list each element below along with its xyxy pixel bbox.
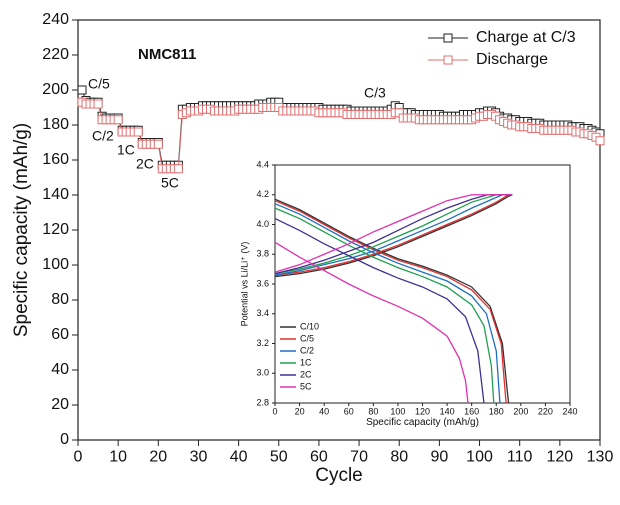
x-tick-label: 100 (390, 407, 405, 417)
data-marker (173, 164, 183, 174)
annotation: 1C (117, 142, 135, 158)
x-tick-label: 20 (295, 407, 305, 417)
x-tick-label: 120 (415, 407, 430, 417)
inset-chart: 0 20 40 60 80 100 120 140 160 180 200 220 240 2.8 3.0 3… (239, 159, 577, 428)
y-tick-label: 4.0 (256, 219, 269, 229)
x-tick-label: 140 (440, 407, 455, 417)
annotation: C/2 (92, 128, 114, 144)
x-tick-label: 30 (190, 448, 208, 465)
x-tick-label: 110 (507, 448, 533, 465)
curve-discharge (274, 203, 501, 404)
x-tick-label: 80 (368, 407, 378, 417)
x-tick-label: 180 (489, 407, 504, 417)
x-tick-label: 0 (74, 448, 83, 465)
x-tick-label: 80 (390, 448, 408, 465)
x-tick-label: 120 (546, 448, 573, 465)
y-tick-label: 160 (42, 151, 69, 168)
x-axis-label: Cycle (315, 465, 363, 486)
annotation: 5C (161, 175, 179, 191)
legend-label: C/5 (300, 333, 314, 343)
x-tick-label: 60 (344, 407, 354, 417)
data-marker (153, 139, 163, 149)
curve-discharge (274, 200, 507, 404)
annotation: NMC811 (138, 46, 196, 63)
annotation: 2C (136, 156, 154, 172)
annotation: C/5 (88, 76, 110, 92)
legend-label: 1C (300, 357, 312, 367)
y-tick-label: 240 (42, 11, 69, 28)
y-tick-label: 60 (51, 326, 69, 343)
curve-charge (274, 194, 513, 273)
curve-charge (274, 194, 513, 275)
y-tick-label: 3.4 (256, 308, 269, 318)
y-tick-label: 3.8 (256, 249, 269, 259)
x-tick-label: 40 (319, 407, 329, 417)
y-tick-label: 180 (42, 116, 69, 133)
data-marker (77, 85, 87, 95)
curve-charge (274, 194, 513, 275)
x-tick-label: 240 (562, 407, 577, 417)
x-axis-label: Specific capacity (mAh/g) (366, 417, 479, 428)
y-tick-label: 3.6 (256, 278, 269, 288)
x-tick-label: 220 (538, 407, 553, 417)
y-tick-label: 80 (51, 291, 69, 308)
x-tick-label: 100 (466, 448, 493, 465)
legend-label: C/10 (300, 321, 319, 331)
data-marker (133, 127, 143, 137)
legend-marker (443, 55, 453, 65)
data-marker (93, 99, 103, 109)
x-tick-label: 10 (109, 448, 127, 465)
y-tick-label: 2.8 (256, 397, 269, 407)
x-tick-label: 200 (513, 407, 528, 417)
y-tick-label: 3.2 (256, 338, 269, 348)
curve-charge (274, 194, 513, 278)
x-tick-label: 50 (270, 448, 288, 465)
y-axis-label: Potential vs Li/Li⁺ (V) (239, 242, 249, 327)
legend-label: Discharge (476, 51, 548, 68)
y-tick-label: 220 (42, 46, 69, 63)
annotation: C/3 (364, 85, 386, 101)
x-tick-label: 40 (230, 448, 248, 465)
curve-discharge (274, 207, 495, 404)
curve-discharge (274, 198, 510, 404)
y-tick-label: 120 (42, 221, 69, 238)
x-tick-label: 70 (350, 448, 368, 465)
x-tick-label: 0 (272, 407, 277, 417)
legend-label: 2C (300, 369, 312, 379)
x-tick-label: 90 (430, 448, 448, 465)
legend-label: 5C (300, 381, 312, 391)
y-tick-label: 100 (42, 256, 69, 273)
x-tick-label: 130 (587, 448, 614, 465)
legend-label: C/2 (300, 345, 314, 355)
y-tick-label: 140 (42, 186, 69, 203)
data-marker (113, 115, 123, 125)
curve-discharge (274, 217, 485, 404)
x-tick-label: 20 (149, 448, 167, 465)
y-tick-label: 40 (51, 361, 69, 378)
y-tick-label: 20 (51, 396, 69, 413)
data-marker (595, 136, 605, 146)
curve-discharge (274, 241, 469, 404)
y-tick-label: 3.0 (256, 368, 269, 378)
x-tick-label: 60 (310, 448, 328, 465)
plot-frame (274, 164, 571, 404)
y-tick-label: 200 (42, 81, 69, 98)
y-tick-label: 4.2 (256, 189, 269, 199)
y-axis-label: Specific capacity (mAh/g) (11, 123, 32, 337)
legend-label: Charge at C/3 (476, 29, 576, 46)
x-tick-label: 160 (464, 407, 479, 417)
y-tick-label: 0 (60, 431, 69, 448)
legend-marker (443, 33, 453, 43)
y-tick-label: 4.4 (256, 159, 269, 169)
